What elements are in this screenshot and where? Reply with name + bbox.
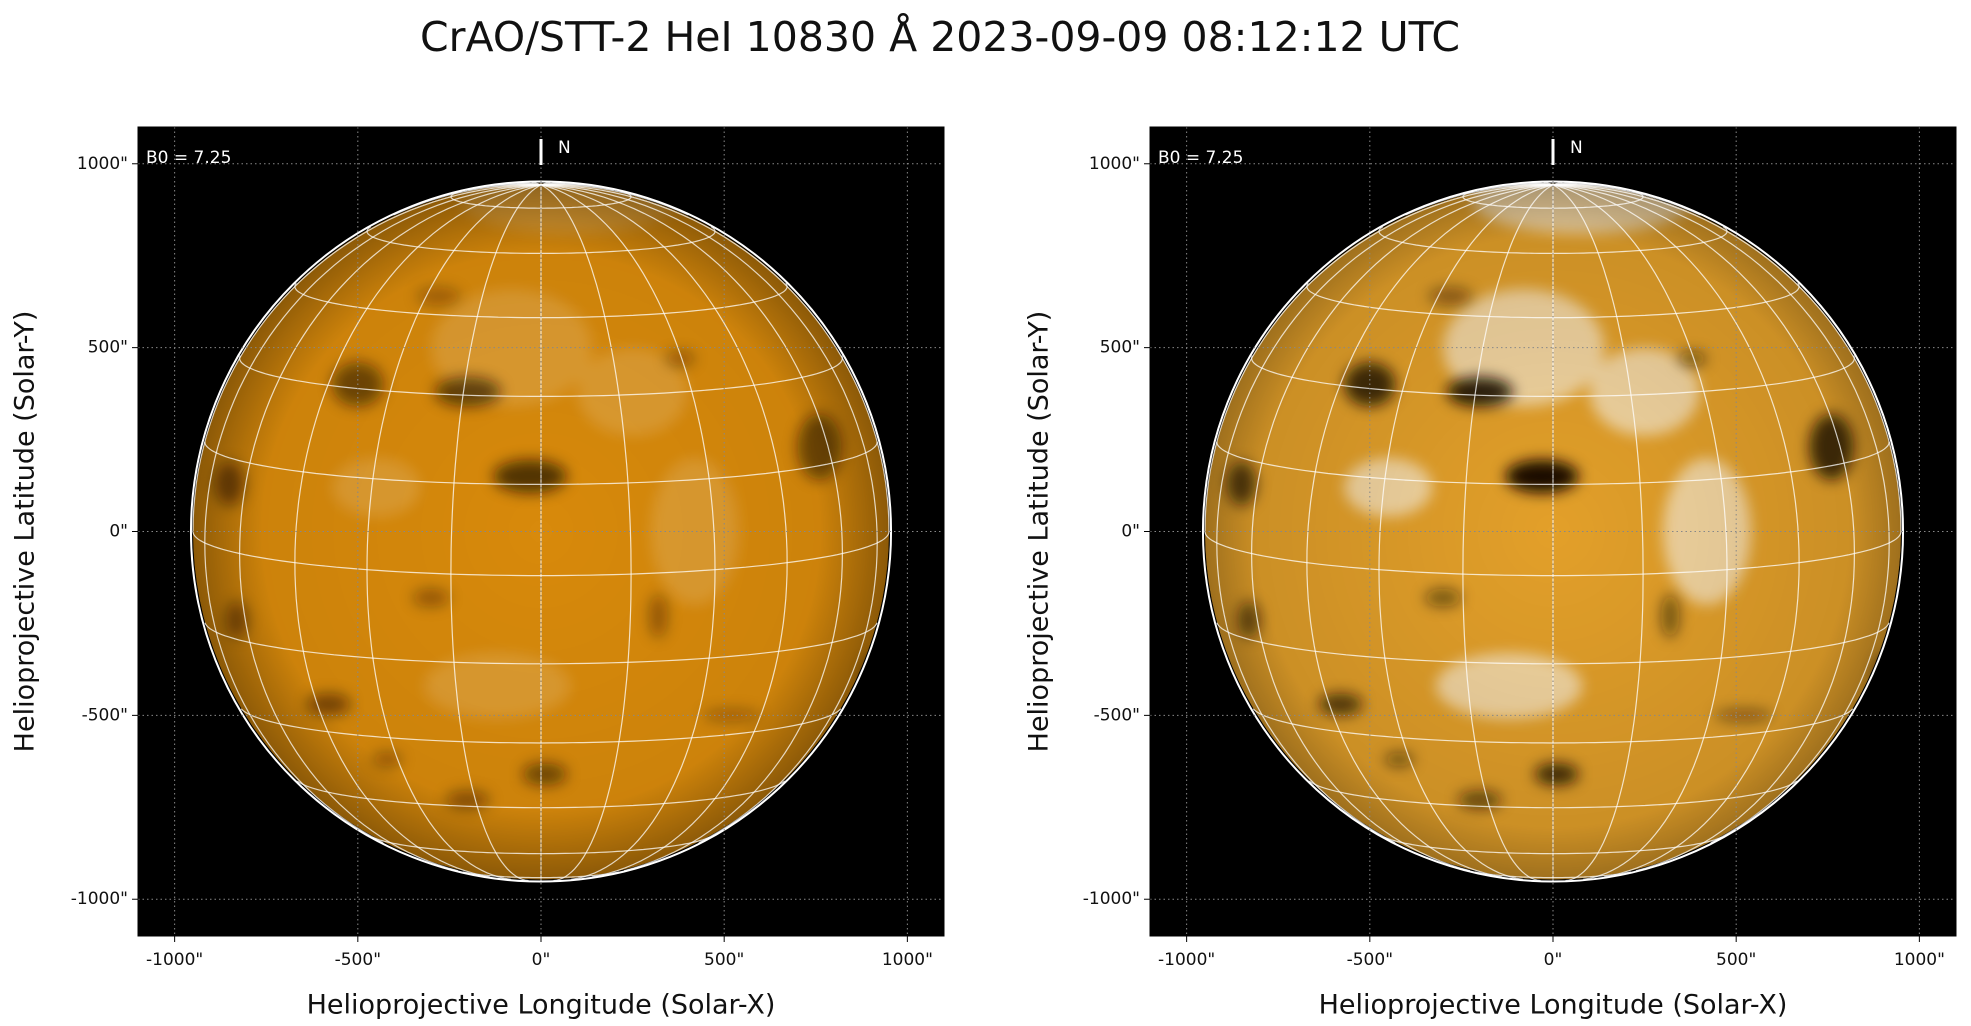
x-tick-label: 0" (532, 950, 551, 970)
north-label: N (558, 138, 571, 158)
grid-curve (238, 184, 542, 872)
y-tick-label: -1000" (71, 889, 128, 909)
y-axis-label: Helioprojective Latitude (Solar-Y) (1024, 311, 1055, 753)
panel: -1000" -500" 0" 500" 1000" -1000" -500" 0" 500" 1… (1024, 126, 1957, 1021)
grid-curve (540, 184, 788, 878)
y-tick-label: 0" (1121, 522, 1140, 542)
grid-curve (1552, 184, 1856, 872)
grid-curve (1383, 836, 1723, 855)
grid-curve (366, 184, 542, 880)
grid-curve (540, 184, 632, 882)
y-axis-label: Helioprojective Latitude (Solar-Y) (10, 311, 41, 753)
grid-curve (1252, 708, 1854, 744)
grid-curve (238, 355, 844, 397)
y-tick-label: 1000" (77, 154, 128, 174)
heliographic-grid (192, 181, 890, 882)
x-tick-label: -1000" (1158, 950, 1215, 970)
grid-curve (1552, 184, 1728, 880)
b0-annotation: B0 = 7.25 (146, 148, 231, 168)
grid-curve (1250, 184, 1554, 872)
grid-curve (450, 184, 542, 882)
y-tick-label: -500" (1094, 705, 1140, 725)
grid-curve (540, 181, 551, 186)
x-tick-label: 0" (1544, 950, 1563, 970)
x-tick-label: -1000" (146, 950, 203, 970)
figure-title: CrAO/STT-2 HeI 10830 Å 2023-09-09 08:12:… (420, 13, 1460, 61)
x-tick-label: -500" (1347, 950, 1393, 970)
b0-annotation: B0 = 7.25 (1158, 148, 1243, 168)
axes-frame (137, 126, 945, 937)
grid-curve (204, 184, 542, 844)
y-tick-label: -1000" (1083, 889, 1140, 909)
y-tick-label: 500" (88, 338, 128, 358)
x-tick-label: 500" (1716, 950, 1756, 970)
north-label: N (1570, 138, 1583, 158)
grid-curve (1378, 184, 1554, 880)
grid-curve (1204, 531, 1902, 577)
grid-curve (540, 184, 878, 844)
heliographic-grid (1204, 181, 1902, 882)
grid-curve (1552, 184, 1800, 878)
grid-curve (1216, 441, 1890, 485)
x-tick-label: -500" (335, 950, 381, 970)
grid-curve (1552, 184, 1644, 882)
grid-curve (204, 441, 878, 485)
x-tick-label: 500" (704, 950, 744, 970)
grid-curve (240, 708, 842, 744)
y-tick-label: 500" (1100, 338, 1140, 358)
grid-curve (540, 184, 716, 880)
grid-curve (1250, 355, 1856, 397)
x-axis-label: Helioprojective Longitude (Solar-X) (307, 990, 776, 1021)
y-tick-label: -500" (82, 705, 128, 725)
panel: -1000" -500" 0" 500" 1000" -1000" -500" 0" 500" 1… (10, 126, 945, 1021)
grid-curve (540, 184, 844, 872)
grid-curve (294, 184, 542, 878)
x-tick-label: 1000" (882, 950, 933, 970)
grid-curve (371, 836, 711, 855)
grid-curve (1552, 181, 1563, 186)
grid-curve (192, 531, 890, 577)
y-tick-label: 0" (109, 522, 128, 542)
grid-curve (1462, 184, 1554, 882)
grid-curve (1306, 184, 1554, 878)
x-axis-label: Helioprojective Longitude (Solar-X) (1319, 990, 1788, 1021)
grid-curve (1552, 184, 1890, 844)
x-tick-label: 1000" (1894, 950, 1945, 970)
axes-frame (1149, 126, 1957, 937)
grid-curve (462, 871, 620, 879)
grid-curve (1306, 282, 1800, 319)
grid-curve (1474, 871, 1632, 879)
y-tick-label: 1000" (1089, 154, 1140, 174)
grid-curve (294, 282, 788, 319)
grid-curve (1216, 184, 1554, 844)
